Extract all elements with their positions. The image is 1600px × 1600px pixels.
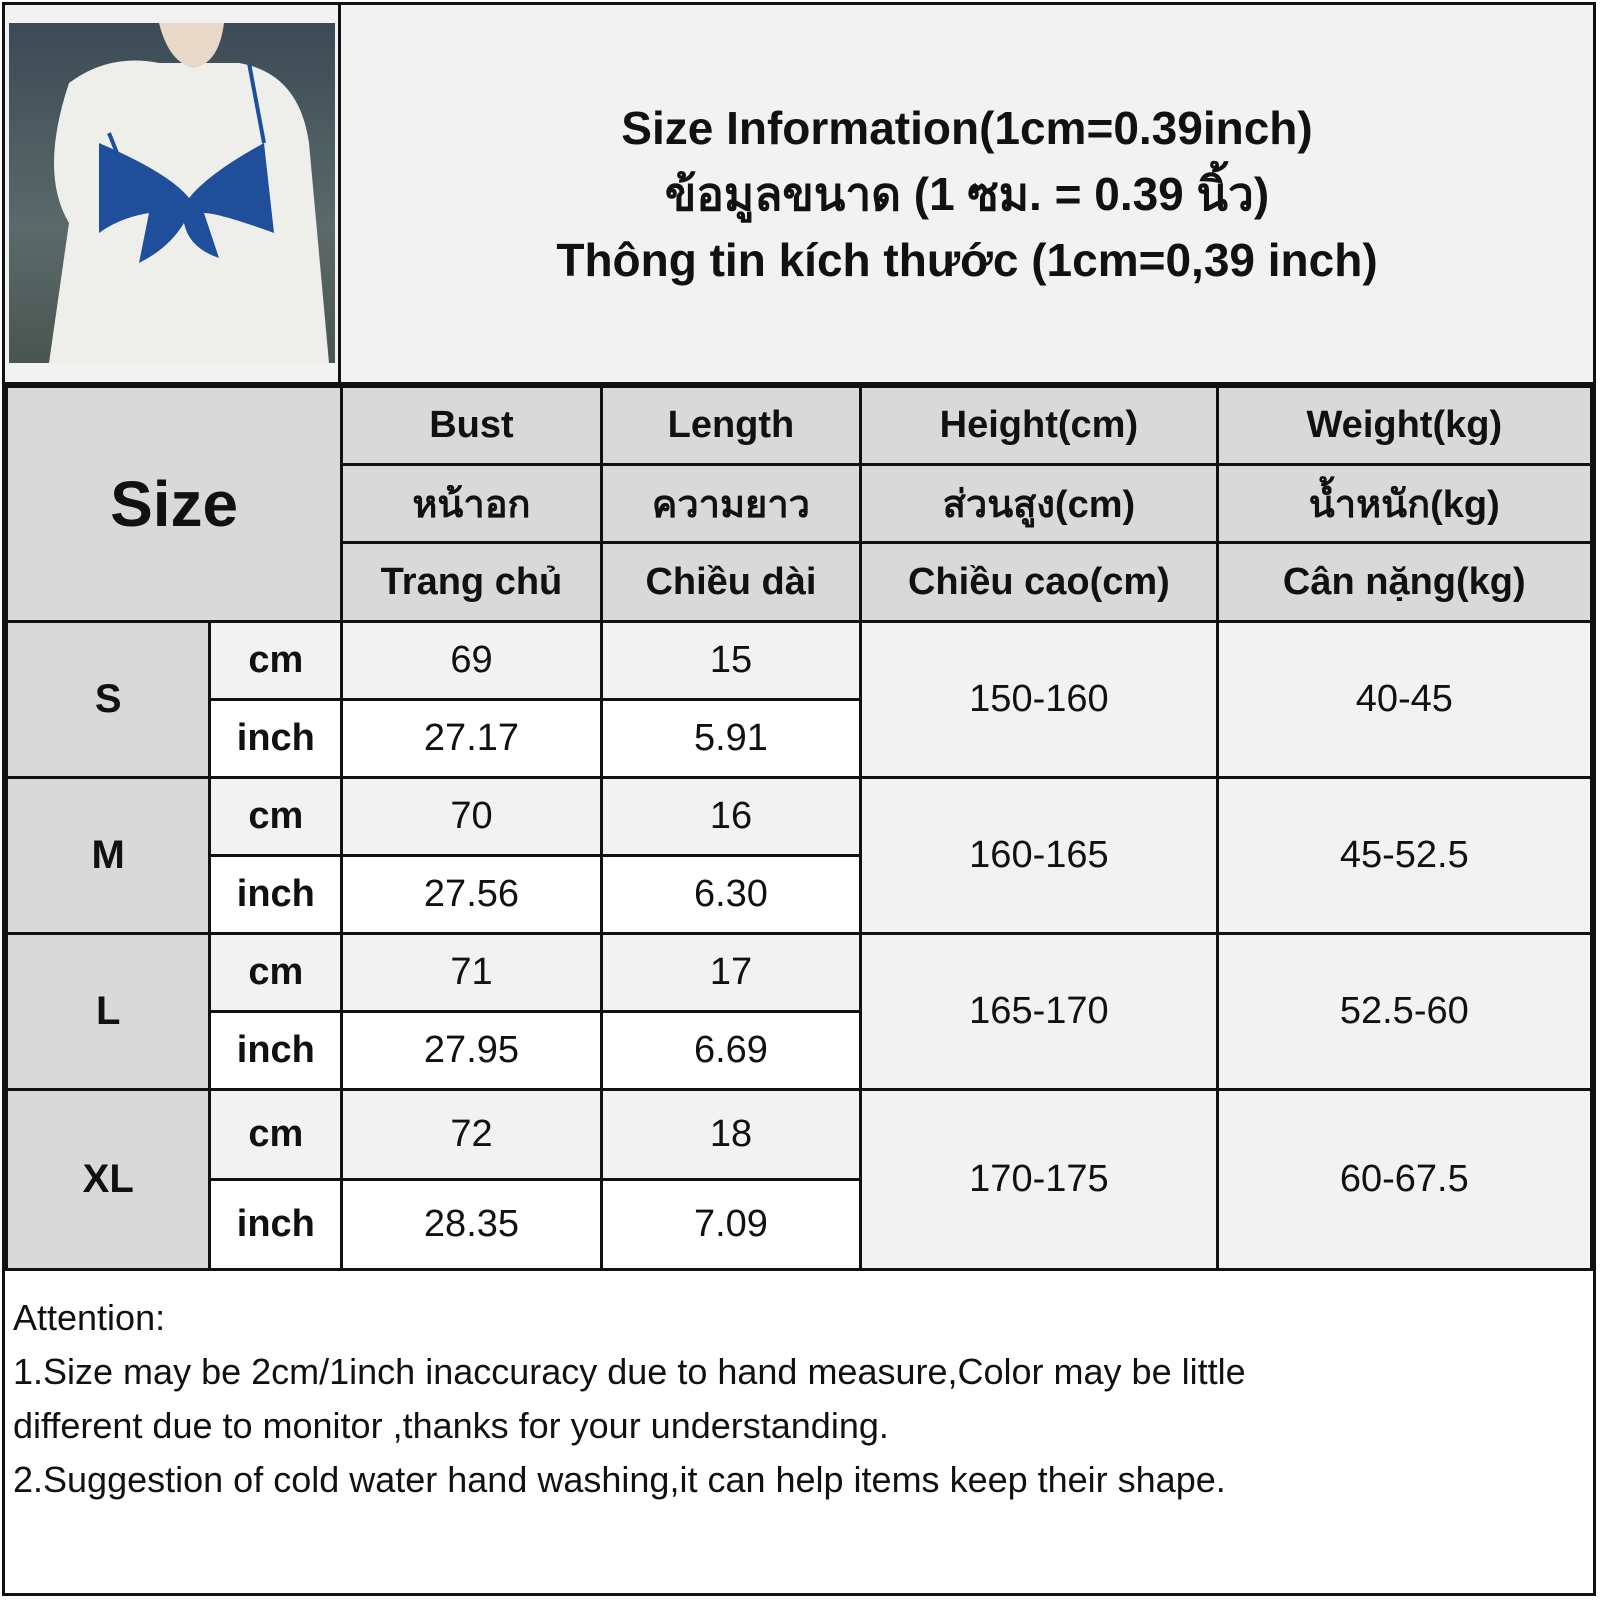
header-weight-vi: Cân nặng(kg) xyxy=(1215,541,1594,623)
unit-cm: cm xyxy=(208,932,344,1013)
length-inch: 7.09 xyxy=(599,1178,863,1271)
attention-notes: Attention: 1.Size may be 2cm/1inch inacc… xyxy=(13,1291,1246,1507)
size-label: M xyxy=(4,776,212,935)
size-label: XL xyxy=(4,1088,212,1271)
unit-cm: cm xyxy=(208,776,344,857)
table-row-inch: inch 27.17 5.91 xyxy=(7,698,1592,779)
header-height-th: ส่วนสูง(cm) xyxy=(859,463,1219,544)
bust-inch: 28.35 xyxy=(340,1178,603,1271)
title-area: Size Information(1cm=0.39inch) ข้อมูลขนา… xyxy=(341,5,1593,385)
product-photo-cell xyxy=(5,5,341,385)
length-inch: 5.91 xyxy=(599,698,863,779)
size-table: Size Bust Length Height(cm) Weight(kg) ห… xyxy=(4,385,1594,1271)
size-label: L xyxy=(4,932,212,1091)
length-cm: 16 xyxy=(599,776,863,857)
note-line: 2.Suggestion of cold water hand washing,… xyxy=(13,1459,1226,1500)
length-cm: 17 xyxy=(599,932,863,1013)
product-photo xyxy=(9,23,335,363)
header-weight-th: น้ำหนัก(kg) xyxy=(1215,463,1594,544)
notes-heading: Attention: xyxy=(13,1297,166,1338)
bust-cm: 70 xyxy=(340,776,603,857)
header-bust-th: หน้าอก xyxy=(340,463,603,544)
length-cm: 15 xyxy=(599,620,863,701)
table-row-cm: XL cm 72 18 170-175 60-67.5 xyxy=(4,1088,1594,1271)
bust-cm: 72 xyxy=(340,1088,603,1181)
height-range: 170-175 xyxy=(859,1088,1219,1271)
unit-inch: inch xyxy=(208,698,344,779)
title-vi: Thông tin kích thước (1cm=0,39 inch) xyxy=(556,233,1378,286)
header-bust-en: Bust xyxy=(340,385,603,466)
note-line: 1.Size may be 2cm/1inch inaccuracy due t… xyxy=(13,1351,1246,1392)
weight-range: 40-45 xyxy=(1215,620,1594,779)
bust-inch: 27.56 xyxy=(340,854,603,935)
weight-range: 45-52.5 xyxy=(1215,776,1594,935)
header-length-th: ความยาว xyxy=(599,463,863,544)
header-bust-vi: Trang chủ xyxy=(340,541,603,623)
bust-cm: 71 xyxy=(340,932,603,1013)
note-line: different due to monitor ,thanks for you… xyxy=(13,1405,889,1446)
weight-range: 52.5-60 xyxy=(1215,932,1594,1091)
table-row-inch: inch 28.35 7.09 xyxy=(7,1178,1592,1271)
header-height-en: Height(cm) xyxy=(859,385,1219,466)
height-range: 165-170 xyxy=(859,932,1219,1091)
length-inch: 6.30 xyxy=(599,854,863,935)
title-th: ข้อมูลขนาด (1 ซม. = 0.39 นิ้ว) xyxy=(664,167,1270,220)
bust-cm: 69 xyxy=(340,620,603,701)
unit-cm: cm xyxy=(208,1088,344,1181)
table-row-inch: inch 27.56 6.30 xyxy=(7,854,1592,935)
header-height-vi: Chiều cao(cm) xyxy=(859,541,1219,623)
title-en: Size Information(1cm=0.39inch) xyxy=(621,101,1313,154)
unit-inch: inch xyxy=(208,854,344,935)
table-row-cm: S cm 69 15 150-160 40-45 xyxy=(4,620,1594,779)
unit-cm: cm xyxy=(208,620,344,701)
bust-inch: 27.17 xyxy=(340,698,603,779)
bust-inch: 27.95 xyxy=(340,1010,603,1091)
weight-range: 60-67.5 xyxy=(1215,1088,1594,1271)
size-header: Size xyxy=(4,385,344,623)
length-inch: 6.69 xyxy=(599,1010,863,1091)
table-row-cm: L cm 71 17 165-170 52.5-60 xyxy=(4,932,1594,1091)
table-row-inch: inch 27.95 6.69 xyxy=(7,1010,1592,1091)
table-row-cm: M cm 70 16 160-165 45-52.5 xyxy=(4,776,1594,935)
unit-inch: inch xyxy=(208,1010,344,1091)
header-length-en: Length xyxy=(599,385,863,466)
length-cm: 18 xyxy=(599,1088,863,1181)
header-weight-en: Weight(kg) xyxy=(1215,385,1594,466)
size-label: S xyxy=(4,620,212,779)
height-range: 160-165 xyxy=(859,776,1219,935)
height-range: 150-160 xyxy=(859,620,1219,779)
unit-inch: inch xyxy=(208,1178,344,1271)
header-length-vi: Chiều dài xyxy=(599,541,863,623)
